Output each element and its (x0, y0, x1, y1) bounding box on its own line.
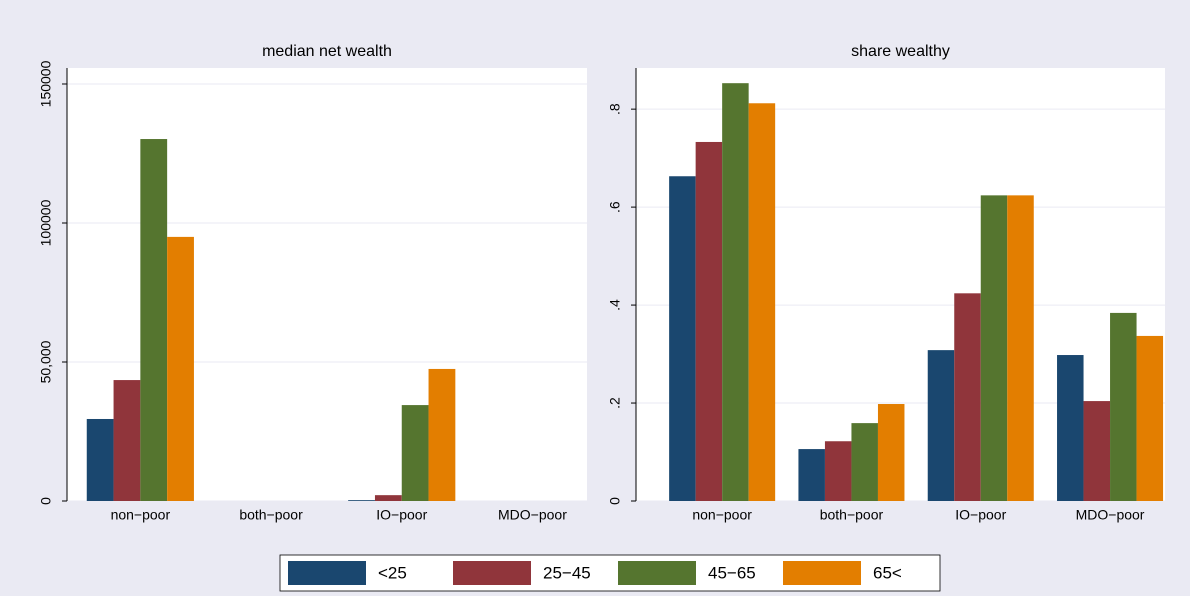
x-tick-label: MDO−poor (498, 507, 567, 523)
x-tick-label: IO−poor (955, 507, 1006, 523)
bar (927, 350, 955, 501)
y-tick-label: 100000 (38, 199, 54, 246)
bar (695, 141, 723, 501)
bar (748, 103, 776, 501)
bar (401, 405, 429, 501)
bar (980, 195, 1008, 501)
bar (374, 495, 402, 501)
legend-swatch (783, 561, 861, 585)
bar (1007, 195, 1034, 501)
legend-label: 25−45 (543, 563, 591, 582)
y-tick-label: 50,000 (38, 340, 54, 383)
panel-title: share wealthy (851, 43, 950, 60)
bar (669, 176, 696, 501)
bar (428, 368, 456, 501)
bar (348, 500, 375, 501)
x-tick-label: both−poor (820, 507, 884, 523)
bar (167, 236, 194, 501)
legend-swatch (288, 561, 366, 585)
legend-label: 45−65 (708, 563, 756, 582)
bar (1136, 335, 1164, 501)
bar (851, 423, 878, 501)
legend-label: <25 (378, 563, 407, 582)
y-tick-label: 0 (38, 497, 54, 505)
bar (877, 404, 905, 501)
bar (954, 293, 981, 501)
legend-swatch (618, 561, 696, 585)
x-tick-label: non−poor (692, 507, 752, 523)
legend-swatch (453, 561, 531, 585)
legend-label: 65< (873, 563, 902, 582)
y-tick-label: .4 (607, 299, 623, 311)
x-tick-label: non−poor (111, 507, 171, 523)
bar (113, 380, 141, 501)
bar (1057, 355, 1084, 501)
x-tick-label: MDO−poor (1076, 507, 1145, 523)
y-tick-label: .6 (607, 201, 623, 213)
panel-title: median net wealth (262, 43, 392, 60)
bar (824, 441, 852, 501)
y-tick-label: 0 (607, 497, 623, 505)
bar (140, 139, 168, 501)
y-tick-label: .2 (607, 397, 623, 409)
bar (722, 83, 749, 501)
y-tick-label: 150000 (38, 60, 54, 107)
bar (86, 418, 114, 501)
bar (798, 449, 825, 501)
bar (1083, 401, 1111, 501)
bar (1110, 312, 1137, 501)
y-tick-label: .8 (607, 103, 623, 115)
x-tick-label: IO−poor (376, 507, 427, 523)
x-tick-label: both−poor (239, 507, 303, 523)
